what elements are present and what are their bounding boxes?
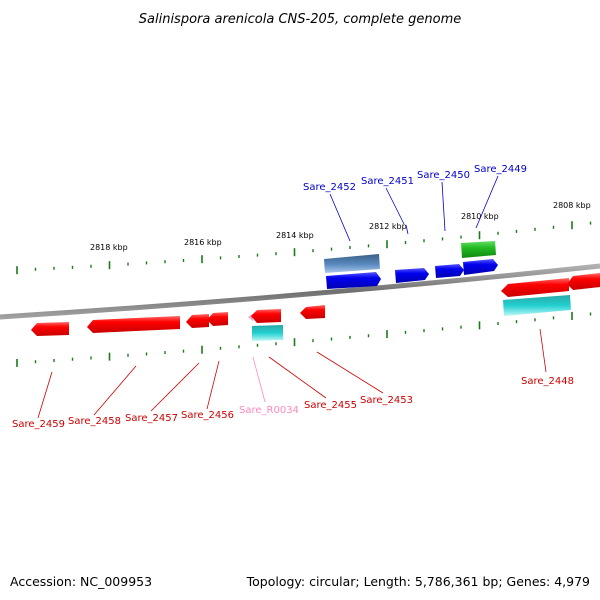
forward-features — [324, 241, 498, 289]
gene-arrow-sare-2457[interactable] — [186, 314, 209, 328]
scale-label: 2808 kbp — [553, 201, 591, 210]
gene-arrow-sare-2450[interactable] — [435, 264, 464, 278]
gene-arrow-sare-2455-feature[interactable] — [252, 325, 283, 341]
gene-label-sare-2449[interactable]: Sare_2449 — [474, 164, 527, 175]
leader-line — [93, 365, 137, 416]
leader-line — [206, 360, 220, 410]
leader-line — [316, 351, 384, 394]
leader-lines — [37, 175, 547, 419]
gene-label-sare-2455[interactable]: Sare_2455 — [304, 400, 357, 411]
gene-label-sare-2452[interactable]: Sare_2452 — [303, 182, 356, 193]
gene-arrow-sare-2452-feature[interactable] — [324, 254, 380, 273]
gene-arrow-sare-2449-feature[interactable] — [461, 241, 496, 258]
leader-line — [150, 362, 200, 412]
gene-label-sare-2456[interactable]: Sare_2456 — [181, 410, 234, 421]
gene-arrow-sare-2449[interactable] — [463, 259, 498, 275]
gene-label-sare-2450[interactable]: Sare_2450 — [417, 170, 470, 181]
gene-label-sare-2459[interactable]: Sare_2459 — [12, 419, 65, 430]
map-title: Salinispora arenicola CNS-205, complete … — [139, 12, 461, 27]
genome-summary-text: Topology: circular; Length: 5,786,361 bp… — [246, 574, 590, 589]
gene-arrow-sare-2448[interactable] — [501, 278, 569, 297]
leader-line — [441, 181, 446, 232]
gene-arrow-sare-2458[interactable] — [87, 316, 180, 333]
genome-backbone — [0, 263, 600, 320]
scale-label: 2818 kbp — [90, 243, 128, 252]
leader-line — [405, 224, 409, 235]
leader-line — [252, 356, 266, 403]
gene-label-sare-2453[interactable]: Sare_2453 — [360, 395, 413, 406]
leader-line — [329, 193, 351, 242]
scale-label: 2812 kbp — [369, 222, 407, 231]
gene-label-sare-2448[interactable]: Sare_2448 — [521, 376, 574, 387]
leader-line — [475, 175, 499, 229]
scale-label: 2814 kbp — [276, 231, 314, 240]
leader-line — [539, 328, 547, 373]
gene-label-sare-2451[interactable]: Sare_2451 — [361, 176, 414, 187]
reverse-features — [31, 273, 600, 341]
gene-label-sare-2457[interactable]: Sare_2457 — [125, 413, 178, 424]
gene-arrow-sare-2452[interactable] — [326, 272, 381, 289]
scale-labels: 2818 kbp 2816 kbp 2814 kbp 2812 kbp 2810… — [90, 201, 591, 252]
gene-arrow-sare-2448-next[interactable] — [567, 273, 600, 290]
leader-line — [385, 187, 405, 225]
gene-arrow-sare-2451[interactable] — [395, 268, 429, 283]
gene-labels: Sare_2452 Sare_2451 Sare_2450 Sare_2449 … — [12, 164, 574, 430]
gene-arrow-sare-2448-feature[interactable] — [503, 295, 571, 316]
gene-arrow-sare-2456[interactable] — [207, 312, 228, 326]
scale-label: 2816 kbp — [184, 238, 222, 247]
gene-label-sare-2458[interactable]: Sare_2458 — [68, 416, 121, 427]
gene-arrow-sare-2455[interactable] — [251, 309, 281, 323]
scale-label: 2810 kbp — [461, 212, 499, 221]
gene-label-sare-r0034[interactable]: Sare_R0034 — [239, 405, 299, 416]
gene-arrow-sare-2453[interactable] — [300, 305, 325, 319]
accession-text: Accession: NC_009953 — [10, 574, 153, 589]
leader-line — [37, 371, 53, 419]
tick-row-bottom — [16, 311, 592, 367]
tick-row-top — [16, 221, 592, 275]
gene-arrow-sare-2459[interactable] — [31, 322, 69, 336]
leader-line — [268, 356, 327, 399]
